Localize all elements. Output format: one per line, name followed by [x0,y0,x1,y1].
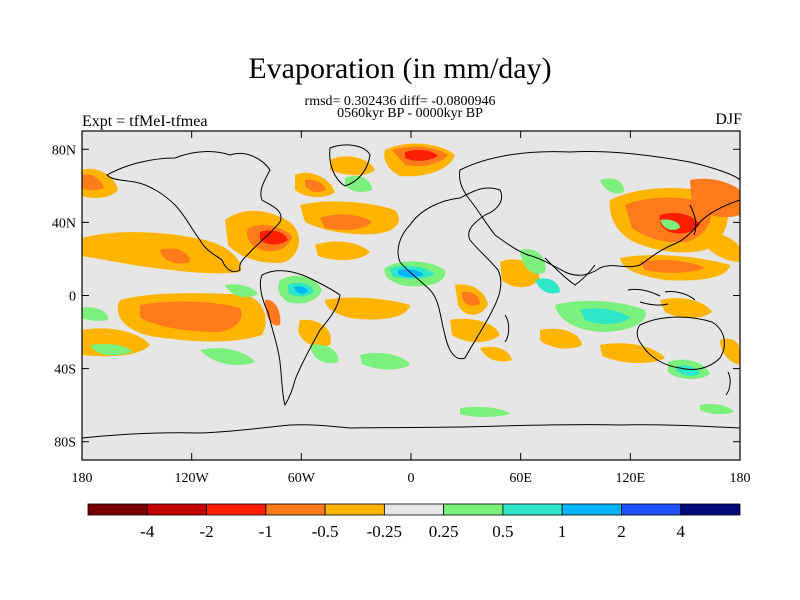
coastline [627,289,696,306]
anomaly-region [700,403,734,415]
lat-tick-label: 0 [69,290,76,305]
anomaly-region [600,343,665,364]
stats-line: rmsd= 0.302436 diff= -0.0800946 [304,94,496,109]
anomaly-region [330,156,375,176]
experiment-label: Expt = tfMeI-tfmea [82,113,208,130]
coastline [504,314,510,343]
anomaly-region [690,178,740,218]
anomaly-region [580,308,630,324]
coastline [329,144,371,187]
coastline [725,371,731,396]
lon-tick-label: 120E [616,471,646,486]
anomaly-region [325,297,410,320]
lon-tick-label: 180 [72,471,93,486]
anomaly-region [200,348,255,366]
anomaly-region [450,318,500,343]
colorbar-label: -1 [259,522,273,541]
coastline [636,316,725,371]
lon-tick-label: 120W [175,471,210,486]
anomaly-region [160,248,190,264]
anomaly-region [535,278,560,294]
lat-tick-label: 40S [54,363,76,378]
colorbar-swatch [680,503,741,516]
colorbar-swatch [146,503,207,516]
colorbar-label: -4 [140,522,155,541]
anomaly-region [600,178,625,194]
anomaly-region [360,353,410,370]
longitude-axis: 180 120W 60W 0 60E 120E 180 [72,131,751,486]
anomaly-region [540,328,582,349]
colorbar-label: 4 [676,522,685,541]
colorbar: -4 -2 -1 -0.5 -0.25 0.25 0.5 1 2 4 [87,503,741,541]
anomaly-region [90,343,132,356]
colorbar-swatch [443,503,504,516]
lon-tick-label: 180 [730,471,751,486]
colorbar-label: -0.5 [312,522,339,541]
anomaly-region [720,338,740,365]
lat-tick-label: 80S [54,436,76,451]
anomaly-region [225,284,258,298]
anomaly-region [345,175,372,193]
anomaly-region [82,174,104,191]
coastline [259,270,341,407]
colorbar-swatch [383,503,445,516]
anomaly-region [82,307,109,321]
anomaly-region [660,219,680,230]
colorbar-label: 0.25 [429,522,459,541]
colorbar-label: -2 [199,522,213,541]
map-title: Evaporation (in mm/day) [248,52,552,85]
colorbar-label: 1 [558,522,567,541]
lon-tick-label: 60W [288,471,316,486]
colorbar-swatch [206,503,267,516]
anomaly-region [305,179,326,193]
anomaly-region [480,346,512,362]
colorbar-label: 0.5 [492,522,513,541]
anomaly-region [460,406,510,417]
anomaly-region [405,149,438,161]
lon-tick-label: 0 [408,471,415,486]
anomaly-region [700,233,740,262]
colorbar-swatch [621,503,682,516]
anomaly-region [294,286,308,294]
lon-tick-label: 60E [509,471,532,486]
lat-tick-label: 40N [52,216,76,231]
lat-tick-label: 80N [52,143,76,158]
anomaly-region [140,301,242,332]
anomaly-region [640,260,705,273]
anomaly-region [462,291,480,306]
colorbar-swatch [502,503,563,516]
coastline [459,151,740,276]
coastline [544,257,596,286]
colorbar-swatch [324,503,385,516]
colorbar-swatch [561,503,622,516]
anomaly-region [260,230,288,245]
coastline [82,424,740,439]
anomaly-region [315,241,370,261]
anomaly-region [310,344,339,364]
latitude-axis: 80N 40N 0 40S 80S [52,143,740,451]
anomaly-region [660,298,712,318]
coastlines [82,144,740,439]
anomaly-region [320,214,372,230]
period-line: 0560kyr BP - 0000kyr BP [337,106,483,121]
colorbar-swatch [265,503,326,516]
colorbar-label: -0.25 [367,522,402,541]
colorbar-label: 2 [617,522,626,541]
coastline [397,187,503,360]
colorbar-swatch [87,503,148,516]
coastline [106,151,282,273]
coastline [689,204,697,236]
anomaly-region [265,299,281,326]
anomaly-region [520,249,546,274]
season-label: DJF [715,111,742,128]
